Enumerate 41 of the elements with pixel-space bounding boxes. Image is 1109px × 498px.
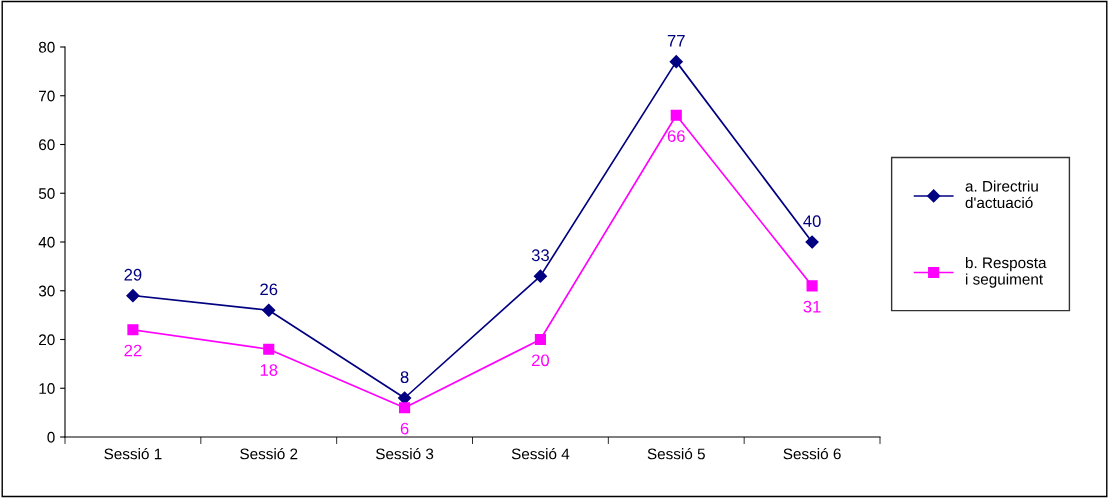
point bbox=[126, 289, 140, 303]
y-tick-label: 10 bbox=[39, 383, 55, 394]
point bbox=[399, 402, 411, 414]
y-tick-label: 60 bbox=[39, 139, 55, 151]
data-label: 26 bbox=[260, 283, 278, 296]
point bbox=[397, 391, 412, 405]
data-label: 20 bbox=[531, 354, 550, 367]
point bbox=[127, 324, 139, 336]
point bbox=[805, 235, 819, 249]
point bbox=[262, 303, 276, 317]
data-label: 8 bbox=[400, 371, 409, 384]
data-label: 77 bbox=[667, 35, 685, 47]
y-tick-label: 50 bbox=[38, 188, 55, 199]
y-tick-label: 20 bbox=[39, 334, 55, 346]
data-label: 6 bbox=[400, 422, 409, 435]
data-label: 18 bbox=[260, 364, 278, 376]
y-tick-label: 40 bbox=[38, 236, 55, 248]
y-tick-label: 30 bbox=[38, 285, 55, 297]
data-label: 29 bbox=[124, 268, 142, 281]
data-label: 22 bbox=[124, 344, 142, 357]
y-tick-label: 0 bbox=[47, 431, 55, 443]
x-tick-label: Sessió 3 bbox=[375, 447, 434, 460]
data-label: 33 bbox=[531, 249, 549, 262]
x-tick-label: Sessió 5 bbox=[647, 447, 705, 460]
point bbox=[806, 280, 818, 292]
data-label: 66 bbox=[667, 130, 685, 142]
point bbox=[669, 55, 683, 69]
data-label: 40 bbox=[803, 215, 821, 228]
point bbox=[263, 343, 275, 355]
x-tick-label: Sessió 6 bbox=[783, 447, 841, 460]
point bbox=[533, 269, 548, 283]
legend-label: a. Directriu d'actuació bbox=[965, 180, 1038, 209]
x-tick-label: Sessió 1 bbox=[104, 447, 162, 460]
point bbox=[534, 333, 546, 346]
data-label: 31 bbox=[803, 300, 821, 313]
y-tick-label: 70 bbox=[39, 90, 55, 102]
legend-label: b. Resposta i seguiment bbox=[965, 256, 1047, 288]
y-tick-label: 80 bbox=[38, 41, 55, 53]
x-tick-label: Sessió 4 bbox=[511, 447, 570, 460]
x-tick-label: Sessió 2 bbox=[240, 447, 298, 460]
point bbox=[670, 109, 682, 121]
